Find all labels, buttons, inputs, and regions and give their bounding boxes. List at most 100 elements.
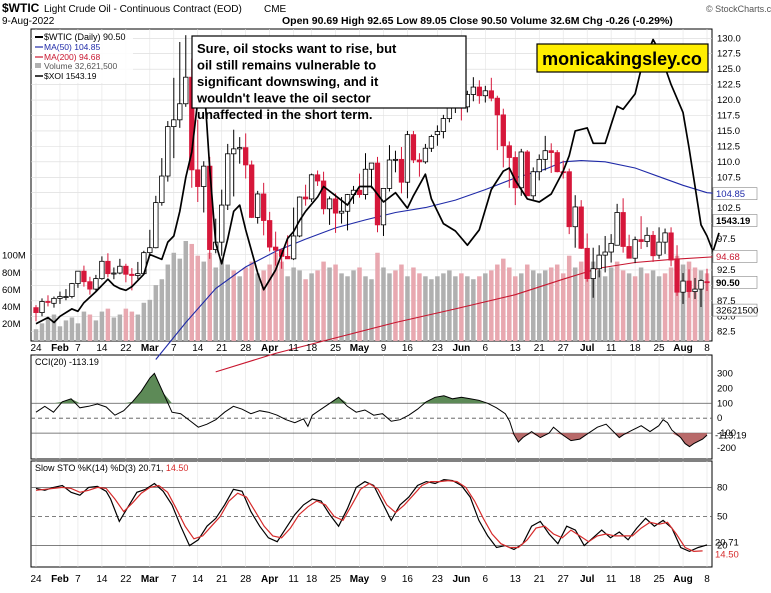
x-tick-label: Jun — [452, 574, 470, 585]
x-tick-label: Jul — [580, 574, 595, 585]
volume-bar — [33, 329, 39, 341]
volume-bar — [674, 255, 680, 341]
volume-bar — [171, 252, 177, 341]
ohlc-readout: Open 90.69 High 92.65 Low 89.05 Close 90… — [282, 15, 673, 27]
candle-body — [704, 281, 710, 284]
x-tick-label: 6 — [483, 574, 489, 585]
volume-bar — [207, 252, 212, 341]
xoi-price-tag-bg — [712, 214, 758, 227]
cci-line — [35, 372, 708, 448]
volume-bar — [195, 255, 201, 341]
volume-bar — [650, 270, 656, 341]
volume-bar — [411, 267, 416, 341]
volume-bar — [111, 317, 117, 341]
volume-bar — [285, 276, 290, 341]
exchange-label: CME — [264, 4, 287, 15]
candle-body — [638, 239, 644, 242]
x-tick-label: May — [350, 343, 370, 354]
volume-bar — [590, 261, 596, 341]
price-tick-label: 107.5 — [717, 172, 741, 183]
price-tick-label: 82.5 — [717, 327, 736, 338]
x-tick-label: 24 — [30, 343, 42, 354]
legend-xoi: $XOI 1543.19 — [44, 71, 97, 81]
x-tick-label: 28 — [240, 343, 252, 354]
candle-body — [195, 169, 201, 187]
ma50-price-tag-bg — [712, 187, 758, 200]
candle-body — [422, 147, 429, 163]
volume-bar — [165, 264, 171, 341]
x-tick-label: 25 — [654, 574, 666, 585]
x-tick-label: 25 — [654, 343, 666, 354]
x-tick-label: 28 — [240, 574, 252, 585]
x-tick-label: 6 — [483, 343, 489, 354]
x-tick-label: 13 — [510, 343, 522, 354]
price-tick-label: 110.0 — [717, 157, 740, 168]
candle-body — [494, 97, 500, 116]
x-tick-label: 7 — [75, 343, 81, 354]
cci-tick-label: 0 — [717, 413, 722, 424]
candle-body — [416, 159, 423, 163]
legend-ma200: MA(200) 94.68 — [44, 52, 100, 62]
volume-bar — [399, 264, 404, 341]
x-tick-label: Jun — [452, 343, 470, 354]
candle-body — [314, 174, 321, 182]
price-tick-label: 115.0 — [717, 126, 740, 137]
candle-body — [620, 212, 626, 247]
candle-body — [51, 297, 57, 304]
cci-indicator — [31, 372, 712, 448]
sto-tick-label: 50 — [717, 512, 728, 523]
candle-body — [608, 242, 614, 253]
volume-bar — [560, 273, 566, 341]
volume-bar — [548, 267, 554, 341]
price-tick-label: 127.5 — [717, 49, 741, 60]
x-tick-label: 23 — [432, 343, 444, 354]
volume-bar — [87, 314, 93, 341]
volume-bar — [572, 267, 578, 341]
x-tick-label: Apr — [261, 574, 278, 585]
price-tick-label: 130.0 — [717, 33, 741, 44]
x-tick-label: Apr — [261, 343, 278, 354]
volume-bar — [632, 276, 638, 341]
candle-body — [482, 90, 488, 97]
sto-d-line — [35, 479, 703, 553]
x-tick-label: 11 — [288, 574, 299, 585]
volume-bar — [435, 276, 440, 341]
x-tick-label: 21 — [216, 574, 228, 585]
candle-body — [75, 270, 81, 284]
volume-bar — [596, 270, 602, 341]
candle-body — [105, 260, 111, 275]
candle-body — [548, 150, 554, 153]
candle-body — [290, 235, 297, 260]
volume-bar — [477, 276, 482, 341]
cci-legend: CCI(20) -113.19 — [35, 357, 99, 367]
sto-indicator — [31, 478, 712, 553]
candle-body — [692, 288, 698, 292]
x-tick-label: 22 — [120, 343, 132, 354]
volume-bar — [489, 270, 494, 341]
volume-bar — [81, 311, 87, 341]
candle-body — [219, 204, 225, 243]
candle-body — [153, 202, 159, 249]
volume-bar — [45, 317, 51, 341]
candle-body — [536, 158, 542, 173]
candle-body — [470, 86, 476, 95]
price-tick-label: 117.5 — [717, 110, 740, 121]
price-tick-label: 120.0 — [717, 95, 741, 106]
candle-body — [626, 246, 632, 259]
price-tick-label: 125.0 — [717, 64, 741, 75]
candle-body — [674, 258, 680, 293]
volume-tick-label: 60M — [2, 285, 21, 296]
volume-bar — [75, 323, 81, 341]
volume-bar — [644, 273, 650, 341]
close-price-tag: 90.50 — [716, 278, 740, 289]
cci-last-value: -113.19 — [715, 431, 747, 442]
candle-body — [476, 86, 482, 97]
candle-body — [386, 159, 393, 189]
ma50-price-tag: 104.85 — [716, 189, 745, 200]
sto-legend: Slow STO %K(14) %D(3) 20.71, 14.50 — [35, 463, 188, 473]
legend-volume: Volume 32,621,500 — [44, 61, 118, 71]
x-tick-label: 11 — [606, 343, 617, 354]
volume-bar — [339, 273, 344, 341]
volume-bar — [638, 267, 644, 341]
candle-body — [398, 158, 405, 183]
